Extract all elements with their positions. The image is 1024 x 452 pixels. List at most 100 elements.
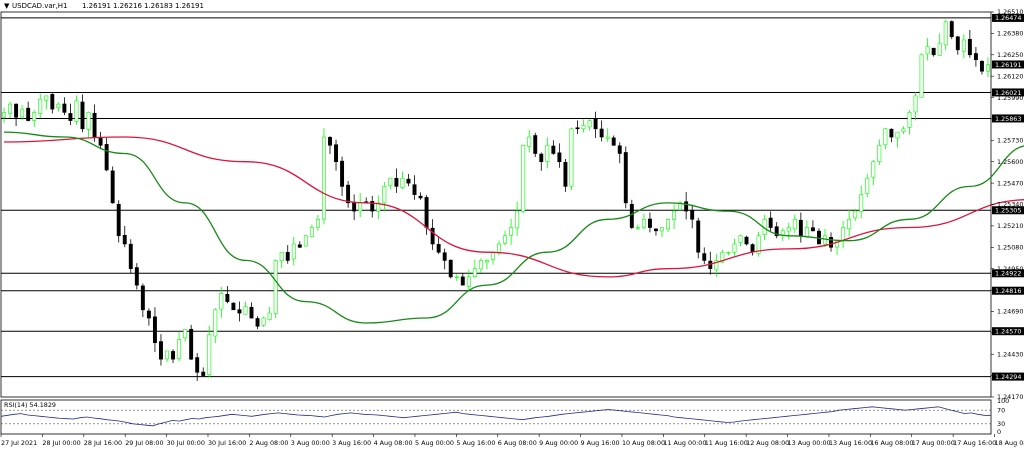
candle-body (696, 220, 701, 253)
candle-body (267, 312, 272, 320)
candle-body (448, 259, 453, 278)
candle-body (979, 61, 984, 72)
time-tick-label: 3 Aug 16:00 (332, 439, 371, 447)
candle-body (382, 186, 387, 204)
price-tick-label: 1.24430 (997, 350, 1023, 358)
level-label-box (992, 286, 1024, 295)
candle-body (370, 200, 375, 212)
candle-body (545, 144, 550, 162)
candle-body (847, 219, 852, 230)
candle-body (62, 103, 67, 113)
candle-body (484, 260, 489, 263)
candle-body (617, 145, 622, 154)
time-tick-label: 11 Aug 00:00 (663, 439, 706, 447)
level-label-box (992, 13, 1024, 22)
level-label-box (992, 327, 1024, 336)
candle-body (611, 137, 616, 146)
candle-body (424, 197, 429, 228)
horizontal-levels (1, 17, 991, 378)
candle-body (666, 219, 671, 230)
candle-body (20, 108, 25, 118)
candle-body (557, 152, 562, 163)
candle-body (961, 39, 966, 52)
level-label: 1.24922 (995, 270, 1021, 278)
price-tick-label: 1.25340 (997, 201, 1023, 209)
candle-body (623, 152, 628, 204)
time-tick-label: 2 Aug 08:00 (249, 439, 288, 447)
candle-body (955, 36, 960, 51)
candle-body (466, 276, 471, 287)
candle-body (32, 112, 37, 121)
candle-body (641, 219, 646, 228)
candle-body (720, 251, 725, 263)
candle-body (756, 235, 761, 254)
candle-body (394, 177, 399, 187)
candle-body (436, 244, 441, 253)
candle-body (430, 227, 435, 245)
candle-body (273, 260, 278, 314)
candle-body (315, 219, 320, 228)
candle-body (654, 228, 658, 232)
candle-body (913, 95, 918, 113)
level-label: 1.24294 (995, 373, 1021, 381)
candle-body (92, 112, 97, 138)
time-tick-label: 17 Aug 00:00 (912, 439, 955, 447)
price-tick-label: 1.25080 (997, 243, 1023, 251)
candle-body (231, 302, 236, 311)
time-tick-label: 10 Aug 08:00 (622, 439, 665, 447)
candle-body (738, 235, 743, 243)
candle-body (931, 47, 936, 56)
candle-body (702, 253, 707, 261)
time-tick-label: 28 Jul 00:00 (42, 439, 80, 447)
level-label: 1.24816 (995, 287, 1021, 295)
candle-body (255, 318, 260, 327)
time-tick-label: 30 Jul 00:00 (167, 439, 205, 447)
candle-body (569, 128, 574, 187)
candle-body (358, 202, 363, 212)
candle-body (189, 328, 194, 360)
candle-body (74, 100, 79, 122)
level-label: 1.25305 (995, 207, 1021, 215)
candle-body (563, 161, 568, 187)
candle-body (98, 137, 103, 146)
candle-body (660, 227, 664, 232)
candle-body (14, 103, 19, 118)
candle-body (104, 144, 109, 171)
candle-body (472, 268, 477, 278)
candle-body (243, 306, 248, 315)
candle-body (497, 243, 501, 254)
current-price-box (992, 60, 1024, 69)
price-tick-label: 1.25600 (997, 158, 1023, 166)
candle-body (853, 210, 858, 219)
ohlc-close: 1.26191 (175, 2, 204, 10)
candle-body (352, 201, 357, 212)
fast-moving-average-line (3, 131, 1024, 324)
header-dropdown-icon[interactable]: ▼ (4, 2, 10, 10)
symbol-label: USDCAD.var,H1 (12, 2, 68, 10)
candle-body (285, 252, 290, 261)
candle-body (412, 184, 417, 195)
price-tick-label: 1.26380 (997, 30, 1023, 38)
candle-body (297, 244, 302, 248)
time-tick-label: 29 Jul 08:00 (125, 439, 163, 447)
slow-moving-average-line (3, 136, 1024, 278)
candle-body (973, 53, 978, 61)
price-tick-label: 1.26250 (997, 51, 1023, 59)
candle-body (587, 120, 592, 128)
candle-body (925, 46, 930, 55)
candle-body (907, 112, 912, 128)
candle-body (2, 112, 6, 118)
moving-averages (3, 131, 1024, 324)
candle-body (442, 252, 447, 261)
candle-body (159, 341, 163, 360)
candle-body (237, 309, 242, 314)
level-label-box (992, 88, 1024, 97)
candle-body (207, 334, 212, 375)
candle-body (599, 128, 604, 138)
candle-body (943, 21, 948, 46)
candle-body (146, 310, 151, 319)
candle-body (841, 227, 846, 242)
candle-body (798, 219, 803, 237)
candle-body (80, 101, 85, 130)
